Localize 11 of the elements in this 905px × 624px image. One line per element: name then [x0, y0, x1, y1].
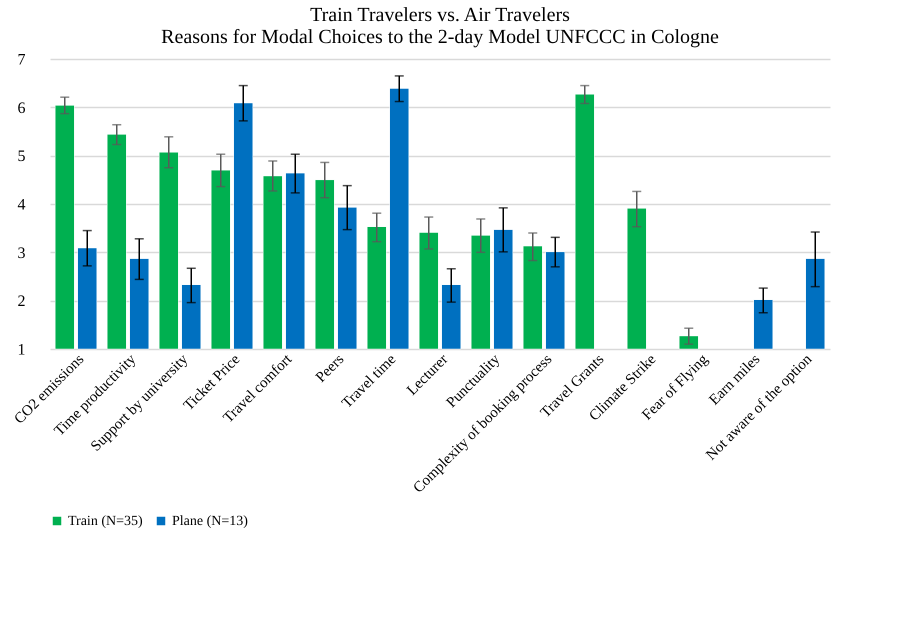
y-tick-label: 4 — [18, 196, 26, 214]
y-tick-label: 2 — [18, 293, 26, 310]
y-tick-label: 6 — [18, 100, 26, 117]
y-tick-label: 5 — [18, 148, 26, 166]
legend-label: Plane (N=13) — [172, 514, 248, 529]
chart-title: Train Travelers vs. Air Travelers — [310, 4, 570, 26]
chart-subtitle: Reasons for Modal Choices to the 2-day Model UNFCCC in Cologne — [161, 26, 719, 48]
y-tick-label: 7 — [18, 52, 26, 68]
y-tick-label: 3 — [18, 244, 26, 262]
legend-label: Train (N=35) — [68, 514, 143, 529]
y-tick-label: 1 — [18, 342, 26, 358]
